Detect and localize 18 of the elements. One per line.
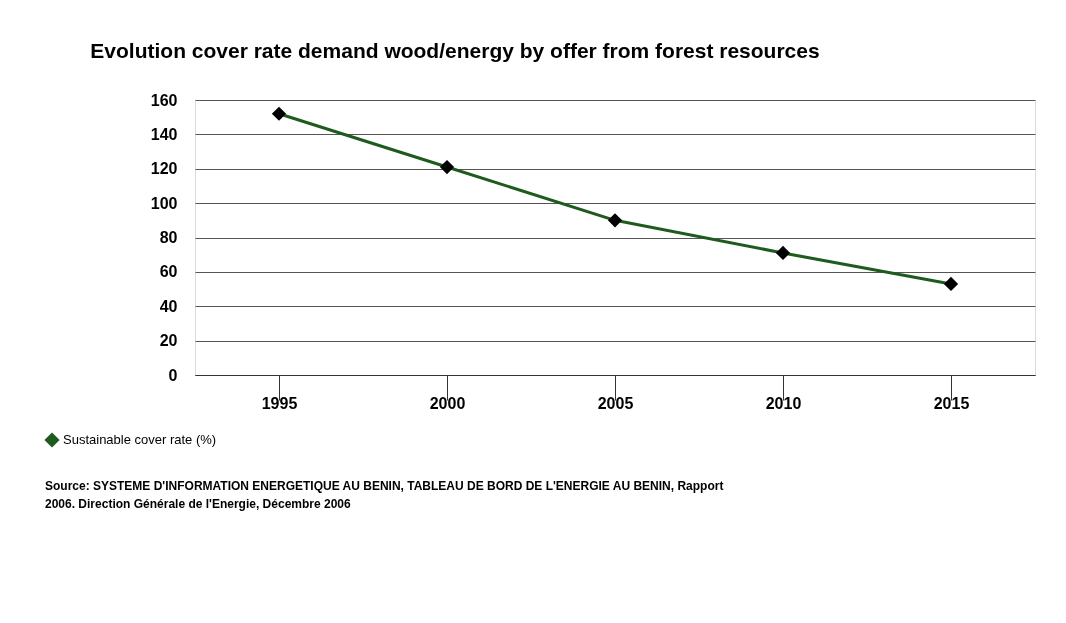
y-tick-label: 80 <box>159 229 178 246</box>
y-tick-label: 60 <box>159 263 178 281</box>
y-tick-label: 40 <box>159 297 178 315</box>
chart-title: Evolution cover rate demand wood/energy by offer from forest resources <box>90 39 820 62</box>
source-note: Source: SYSTEME D'INFORMATION ENERGETIQUE AU BENIN, TABLEAU DE BORD DE L'ENERGIE AU BENIN, Rapport <box>45 479 724 493</box>
y-tick-label: 120 <box>150 160 178 178</box>
x-tick-label: 2000 <box>429 394 466 412</box>
x-tick-label: 1995 <box>261 394 298 412</box>
x-tick-label: 2005 <box>597 394 634 412</box>
y-tick-label: 160 <box>150 91 178 109</box>
y-tick-label: 0 <box>168 366 178 384</box>
y-tick-label: 100 <box>150 194 178 212</box>
x-tick-label: 2010 <box>765 394 802 412</box>
x-tick-label: 2015 <box>933 394 970 412</box>
text: 2006. Direction Générale de l'Energie, Décembre 2006 <box>45 497 351 511</box>
legend-label: Sustainable cover rate (%) <box>63 432 217 447</box>
y-tick-label: 140 <box>150 125 178 143</box>
y-tick-label: 20 <box>159 332 178 350</box>
